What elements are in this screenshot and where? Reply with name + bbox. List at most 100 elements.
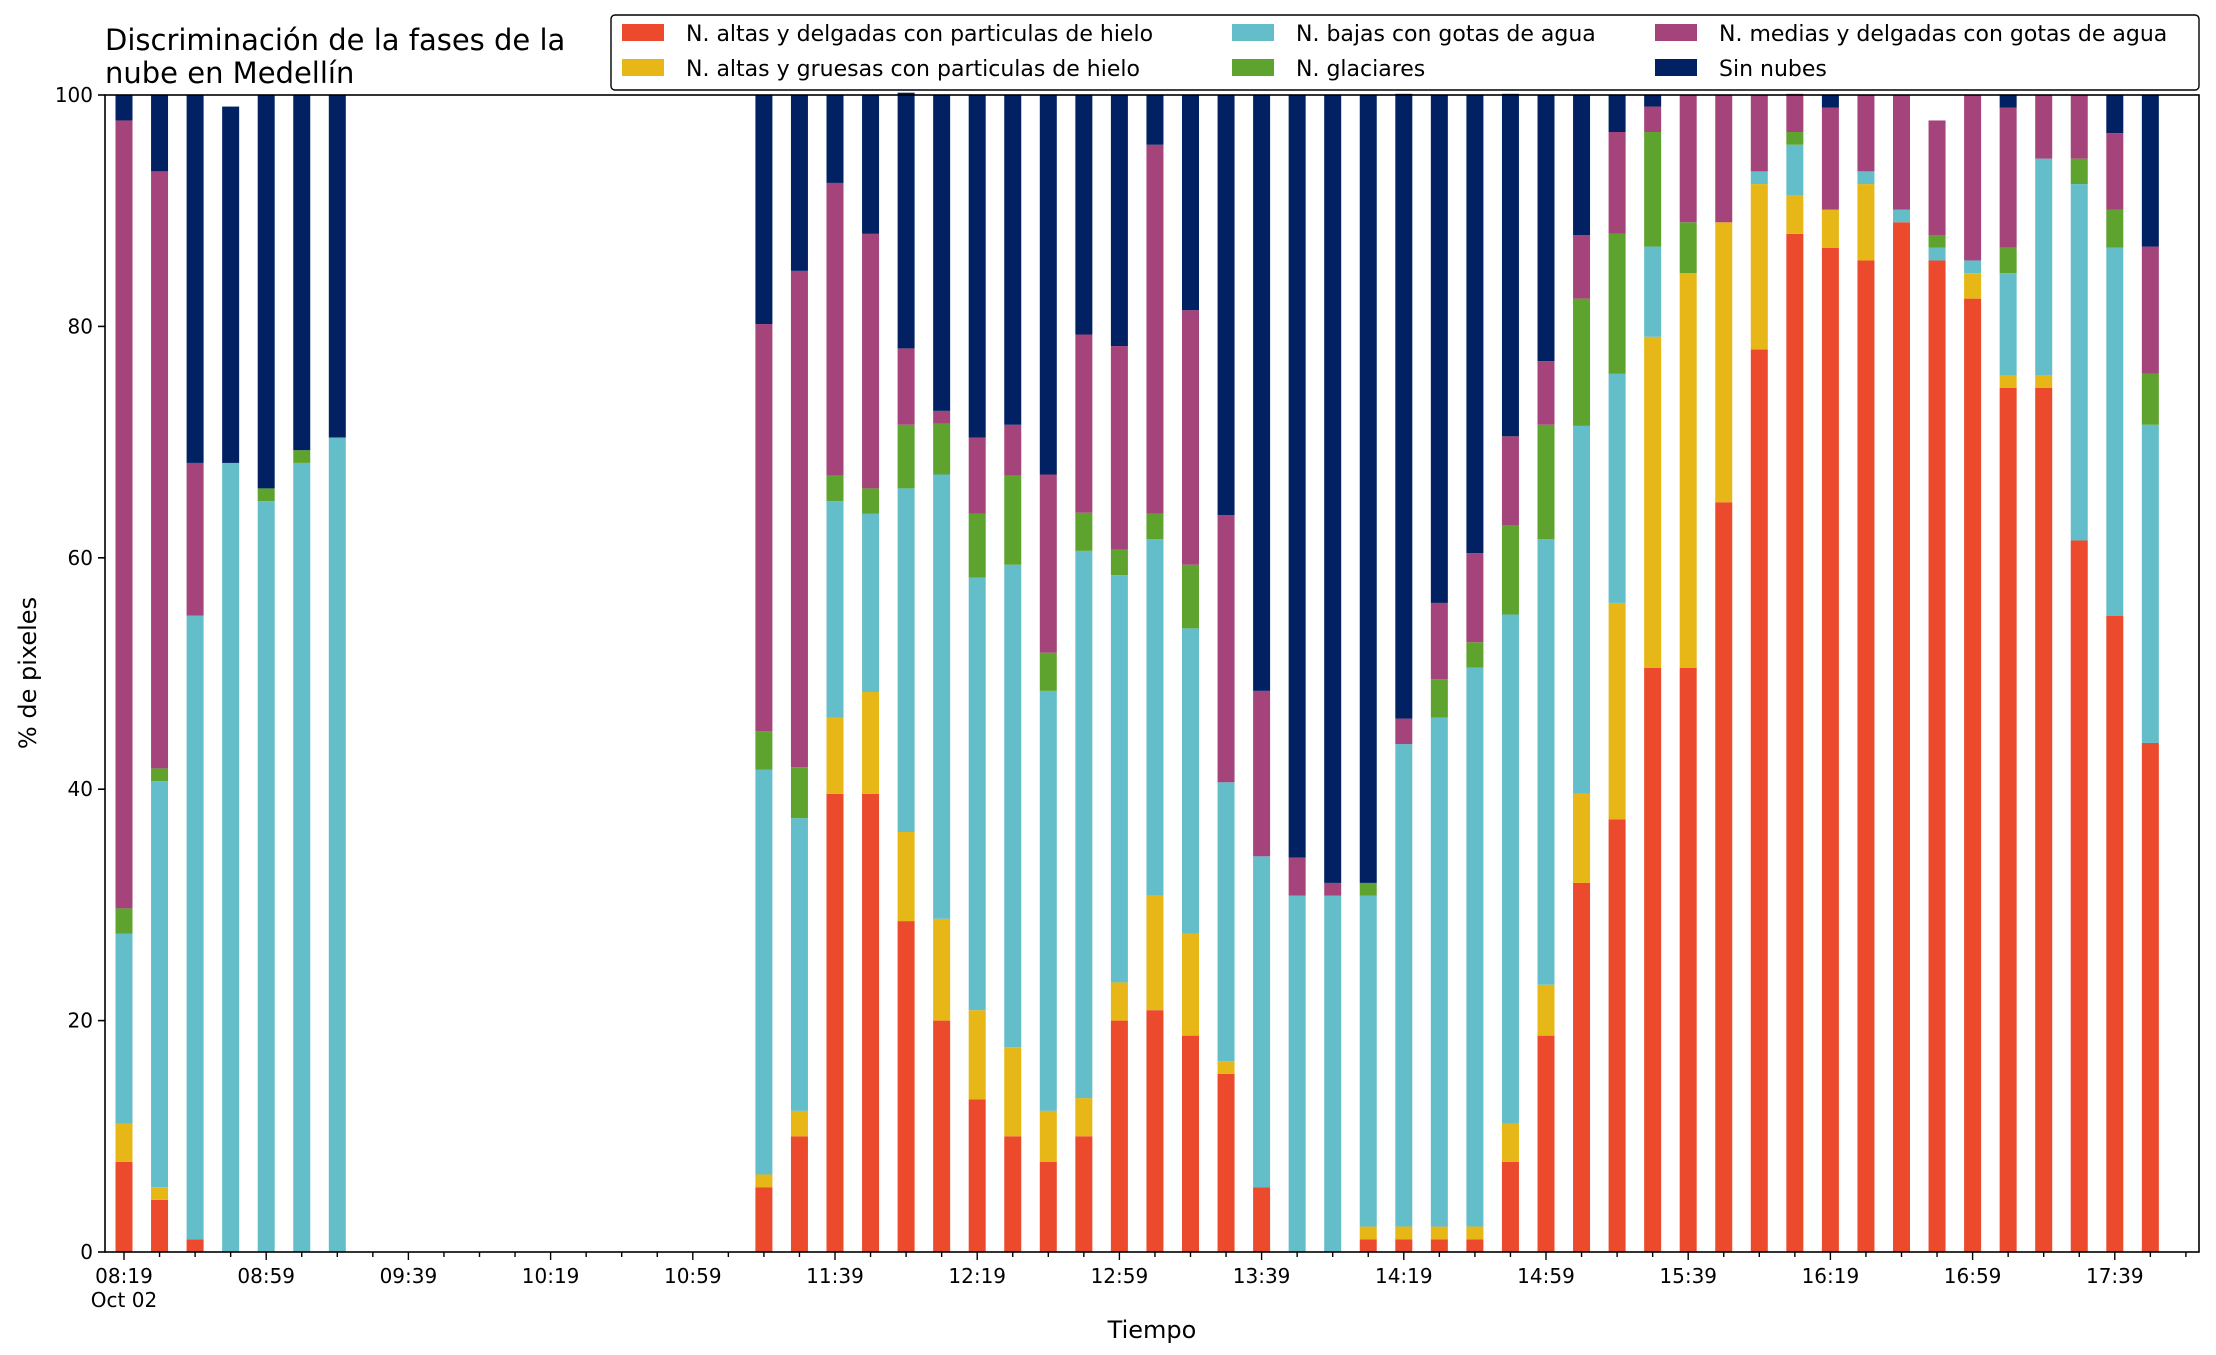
bar-segment-1409-s0 — [1359, 1239, 1377, 1252]
bar-segment-1419-s4 — [1395, 718, 1413, 745]
y-tick-label: 0 — [80, 1240, 93, 1264]
bar-segment-0829-s4 — [151, 171, 169, 769]
bar-segment-1659-s2 — [1964, 260, 1982, 274]
bar-segment-1259-s3 — [1110, 549, 1128, 576]
bar-segment-1139-s5 — [826, 95, 844, 183]
bar-segment-1739-s3 — [2106, 209, 2124, 248]
bar-segment-1559-s2 — [1750, 171, 1768, 185]
legend-item-4: N. medias y delgadas con gotas de agua — [1655, 22, 2167, 47]
bar-segment-1609-s1 — [1786, 195, 1804, 234]
bar-segment-1209-s3 — [933, 423, 951, 475]
x-tick-label: 16:19 — [1802, 1264, 1860, 1288]
bar-segment-1259-s0 — [1110, 1020, 1128, 1252]
bar-segment-0909-s5 — [293, 95, 311, 451]
bar-segment-1409-s5 — [1359, 95, 1377, 883]
bar-segment-1139-s0 — [826, 793, 844, 1252]
bar-segment-1219-s4 — [968, 437, 986, 514]
bar-segment-1709-s1 — [1999, 374, 2017, 388]
bar-segment-1539-s4 — [1679, 95, 1697, 223]
x-tick-label: 08:59 — [237, 1264, 295, 1288]
bar-segment-1349-s4 — [1288, 857, 1306, 896]
bar-segment-1119-s0 — [755, 1187, 773, 1252]
bar-segment-1459-s4 — [1537, 361, 1555, 425]
legend-label: Sin nubes — [1719, 57, 1827, 82]
bar-segment-0839-s2 — [186, 615, 204, 1240]
bar-segment-1639-s4 — [1893, 95, 1910, 210]
bar-segment-1159-s3 — [897, 424, 915, 489]
bar-segment-1639-s0 — [1893, 222, 1910, 1252]
bar-segment-0859-s2 — [257, 501, 275, 1252]
bar-segment-1329-s4 — [1217, 514, 1235, 783]
bar-segment-1209-s5 — [933, 95, 951, 411]
bar-segment-1449-s1 — [1501, 1123, 1519, 1162]
bar-segment-1459-s5 — [1537, 95, 1555, 362]
bar-segment-1459-s2 — [1537, 539, 1555, 985]
bar-segment-1639-s2 — [1893, 209, 1910, 223]
bars-layer — [115, 92, 2159, 1253]
bar-segment-0829-s2 — [151, 781, 169, 1188]
bar-segment-0829-s3 — [151, 768, 169, 782]
bar-segment-1749-s4 — [2141, 246, 2159, 374]
bar-segment-1149-s2 — [862, 513, 880, 693]
bar-segment-1119-s1 — [755, 1174, 773, 1188]
bar-segment-1339-s0 — [1253, 1187, 1271, 1252]
x-tick-label: 11:39 — [806, 1264, 864, 1288]
bar-segment-1139-s1 — [826, 717, 844, 794]
bar-segment-1249-s3 — [1075, 512, 1093, 551]
bar-segment-1509-s3 — [1573, 298, 1591, 426]
bar-segment-1309-s0 — [1146, 1010, 1164, 1252]
legend-label: N. glaciares — [1296, 57, 1425, 82]
bar-segment-1229-s2 — [1004, 564, 1022, 1048]
x-tick-label: 14:19 — [1375, 1264, 1433, 1288]
bar-segment-1349-s2 — [1288, 895, 1306, 1252]
bar-segment-1609-s3 — [1786, 132, 1804, 145]
bar-segment-1649-s0 — [1928, 260, 1946, 1252]
bar-segment-1539-s1 — [1679, 273, 1697, 668]
bar-segment-1319-s4 — [1182, 310, 1199, 565]
bar-segment-1339-s4 — [1253, 690, 1271, 857]
chart-title: Discriminación de la fases de la nube en… — [105, 23, 565, 90]
bar-segment-1429-s1 — [1430, 1226, 1448, 1240]
bar-segment-1749-s0 — [2141, 742, 2159, 1252]
bar-segment-1119-s5 — [755, 95, 773, 325]
legend-swatch — [1655, 59, 1697, 76]
x-axis: 08:19 08:59 09:39 10:19 10:59 11:39 12:19 12:59… — [91, 1252, 2187, 1312]
bar-segment-1159-s0 — [897, 921, 915, 1252]
bar-segment-1429-s5 — [1430, 95, 1448, 603]
bar-segment-1509-s4 — [1573, 235, 1591, 299]
bar-segment-0839-s4 — [186, 462, 204, 616]
bar-segment-1309-s2 — [1146, 539, 1164, 896]
bar-segment-1709-s5 — [1999, 95, 2017, 108]
bar-segment-0829-s1 — [151, 1187, 169, 1200]
bar-segment-1709-s4 — [1999, 107, 2017, 248]
legend-swatch — [1232, 24, 1274, 41]
legend-item-1: N. altas y gruesas con particulas de hie… — [622, 57, 1140, 82]
bar-segment-1529-s5 — [1644, 95, 1662, 107]
bar-segment-0919-s2 — [328, 437, 346, 1253]
bar-segment-1309-s5 — [1146, 95, 1164, 145]
bar-segment-1429-s3 — [1430, 679, 1448, 718]
y-tick-label: 40 — [68, 777, 93, 801]
bar-segment-0819-s0 — [115, 1161, 133, 1252]
bar-segment-1309-s3 — [1146, 513, 1164, 540]
x-tick-label: 12:59 — [1091, 1264, 1149, 1288]
bar-segment-1449-s4 — [1501, 436, 1519, 526]
bar-segment-1749-s3 — [2141, 373, 2159, 425]
bar-segment-1449-s0 — [1501, 1161, 1519, 1252]
bar-segment-1329-s1 — [1217, 1061, 1235, 1074]
bar-segment-1129-s0 — [790, 1136, 808, 1252]
bar-segment-1139-s3 — [826, 475, 844, 502]
bar-segment-1519-s5 — [1608, 95, 1626, 133]
bar-segment-1149-s3 — [862, 488, 880, 514]
bar-segment-1729-s4 — [2070, 95, 2088, 159]
bar-segment-1219-s1 — [968, 1010, 986, 1100]
legend-label: N. altas y delgadas con particulas de hi… — [686, 22, 1153, 47]
bar-segment-1319-s5 — [1182, 95, 1199, 311]
bar-segment-1449-s5 — [1501, 93, 1519, 437]
bar-segment-1539-s0 — [1679, 667, 1697, 1252]
bar-segment-1729-s3 — [2070, 158, 2088, 185]
bar-segment-1259-s5 — [1110, 95, 1128, 347]
y-tick-label: 60 — [68, 546, 93, 570]
y-tick-label: 20 — [68, 1009, 93, 1033]
bar-segment-1709-s0 — [1999, 387, 2017, 1253]
